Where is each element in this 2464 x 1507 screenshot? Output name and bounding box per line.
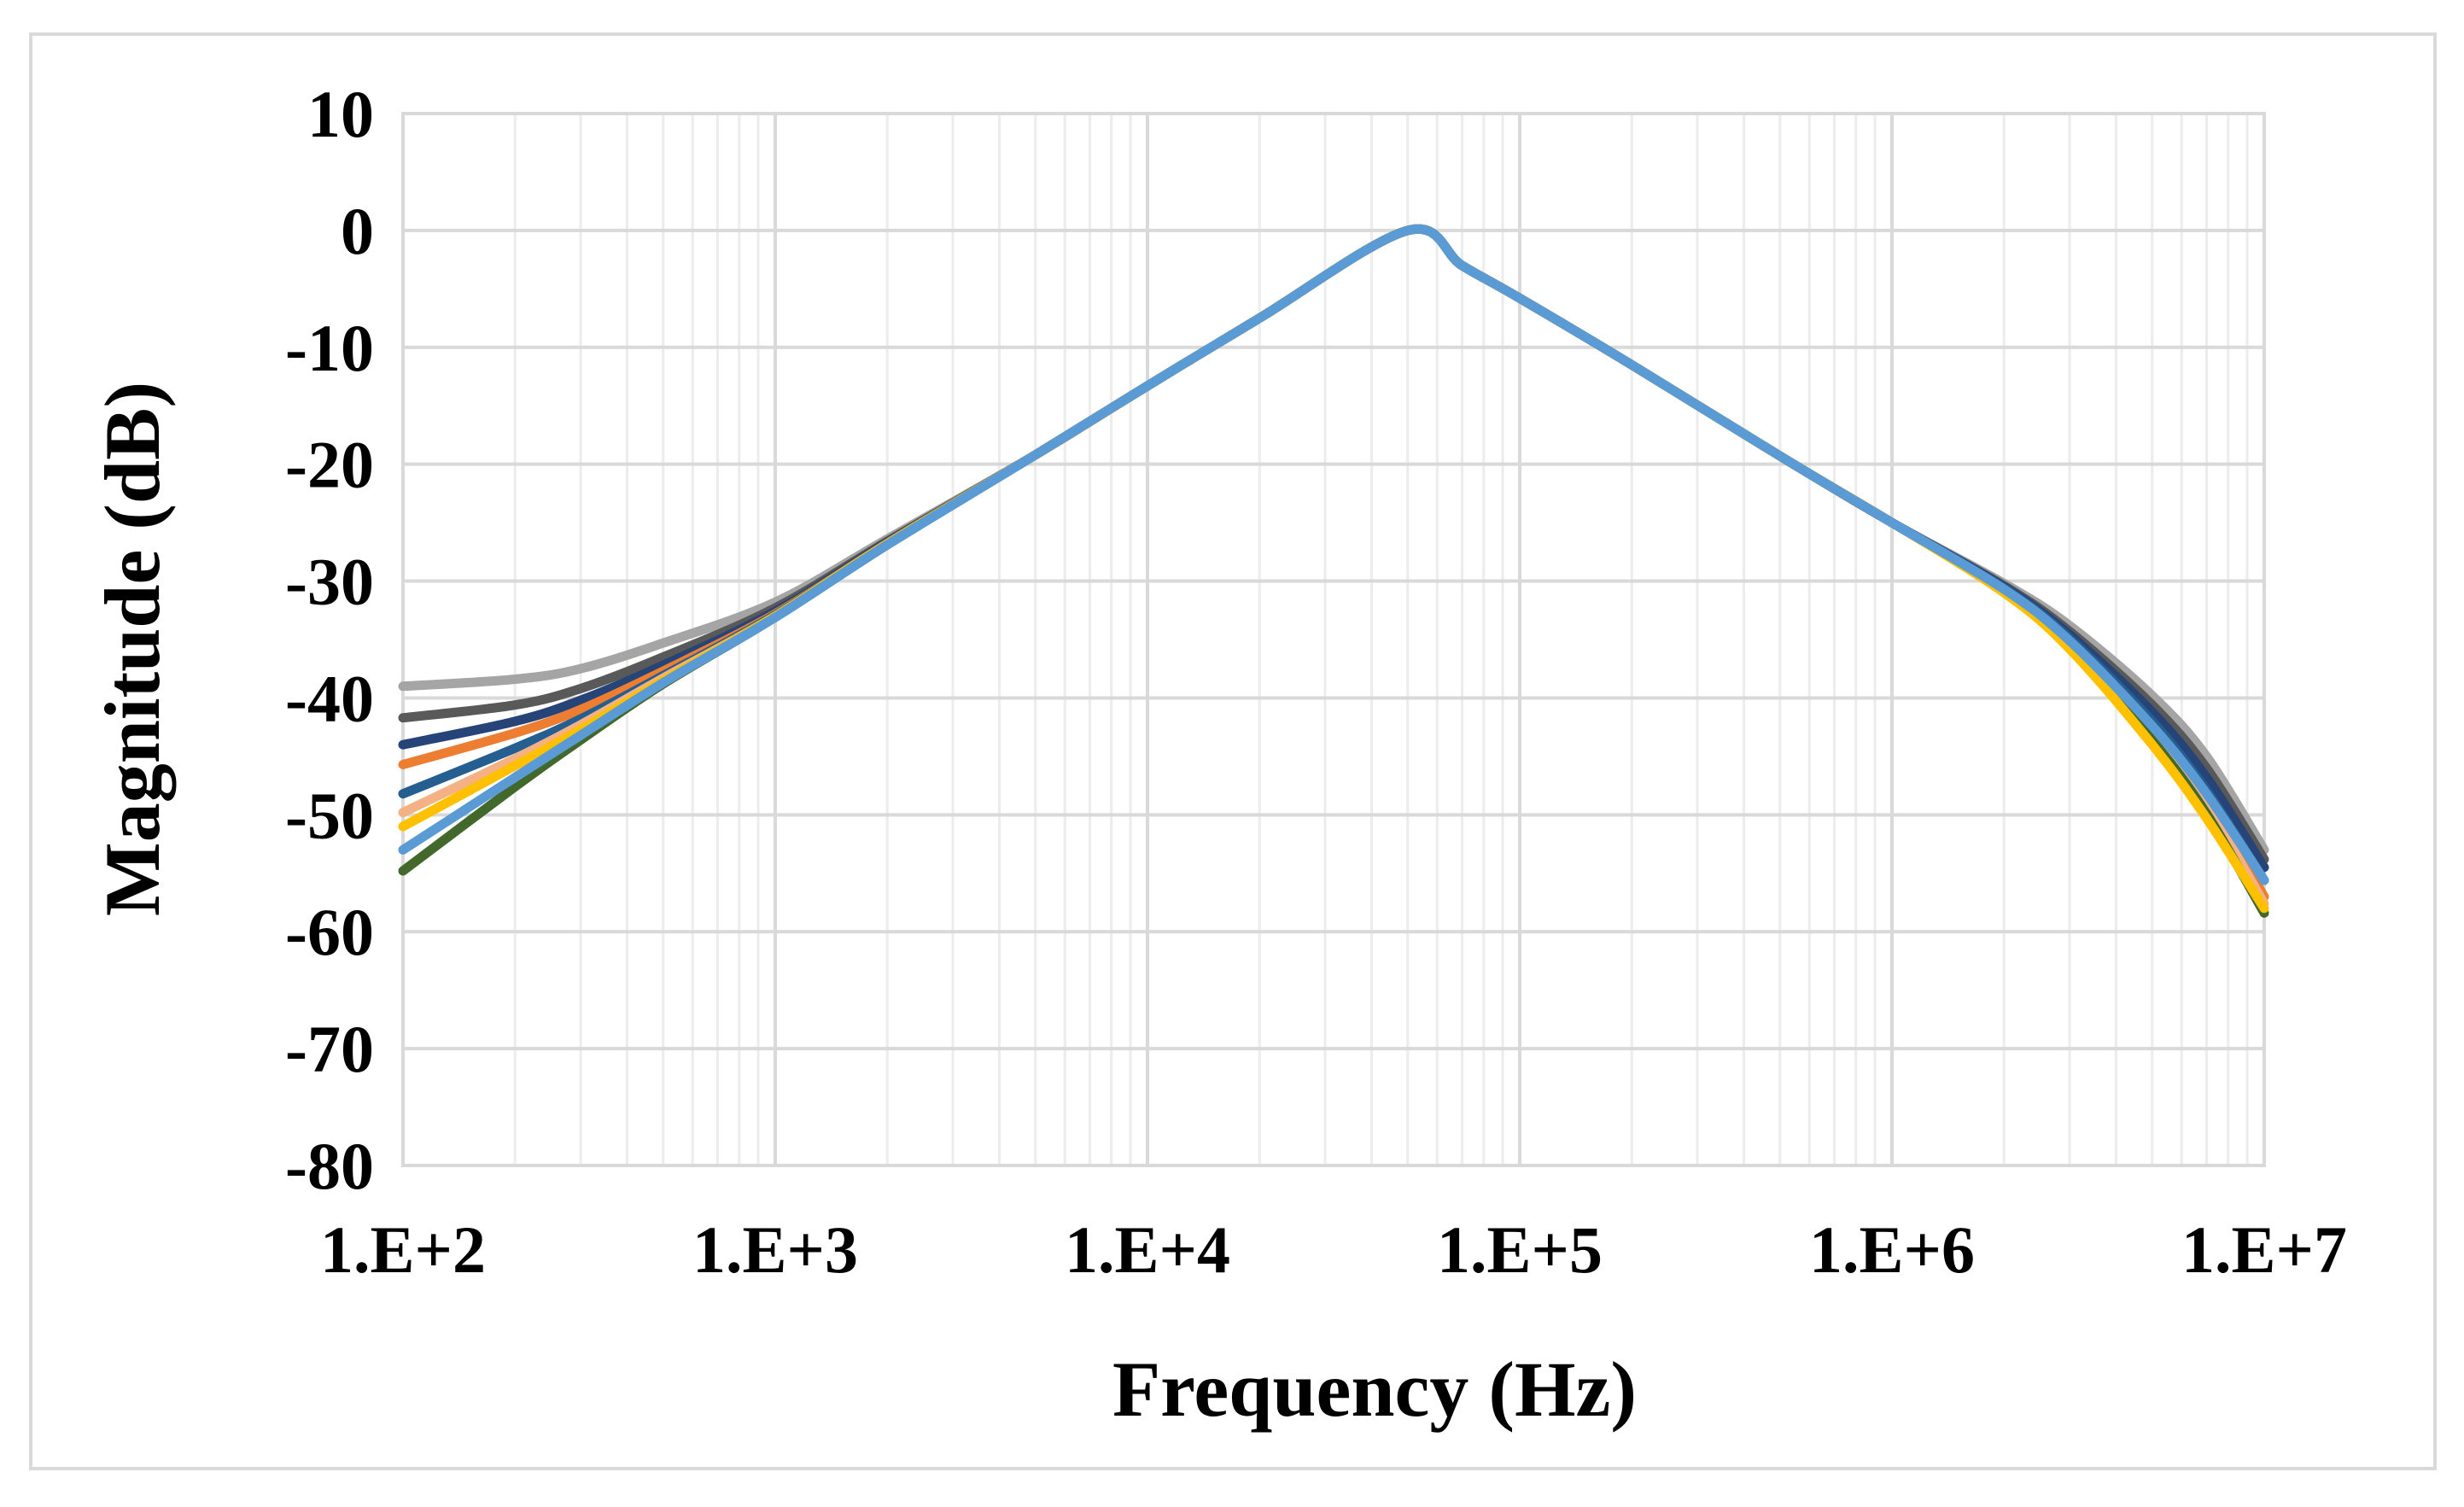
- x-tick-label: 1.E+4: [1065, 1212, 1230, 1287]
- y-tick-label: -80: [285, 1129, 374, 1203]
- x-tick-label: 1.E+3: [692, 1212, 858, 1287]
- x-tick-label: 1.E+6: [1809, 1212, 1975, 1287]
- y-axis-title: Magnitude (dB): [89, 382, 176, 916]
- y-tick-label: -50: [285, 778, 374, 852]
- y-tick-label: -10: [285, 311, 374, 385]
- y-tick-label: -40: [285, 661, 374, 735]
- x-tick-label: 1.E+2: [320, 1212, 486, 1287]
- y-tick-label: -30: [285, 545, 374, 619]
- x-axis-tick-labels: 1.E+2 1.E+3 1.E+4 1.E+5 1.E+6 1.E+7: [320, 1212, 2347, 1287]
- y-tick-label: -60: [285, 895, 374, 969]
- x-tick-label: 1.E+5: [1437, 1212, 1603, 1287]
- series-lines: [398, 224, 2269, 918]
- chart-frame: [29, 32, 2437, 1470]
- y-tick-label: 0: [341, 194, 374, 268]
- series-line-curve-9: [398, 224, 2269, 885]
- plot-area-border: [401, 112, 2266, 1167]
- y-tick-label: -20: [285, 428, 374, 502]
- y-axis-tick-labels: 10 0 -10 -20 -30 -40 -50 -60 -70 -80: [285, 77, 374, 1203]
- y-tick-label: 10: [307, 77, 374, 151]
- y-tick-label: -70: [285, 1012, 374, 1086]
- x-axis-title: Frequency (Hz): [1112, 1346, 1637, 1433]
- x-tick-label: 1.E+7: [2181, 1212, 2347, 1287]
